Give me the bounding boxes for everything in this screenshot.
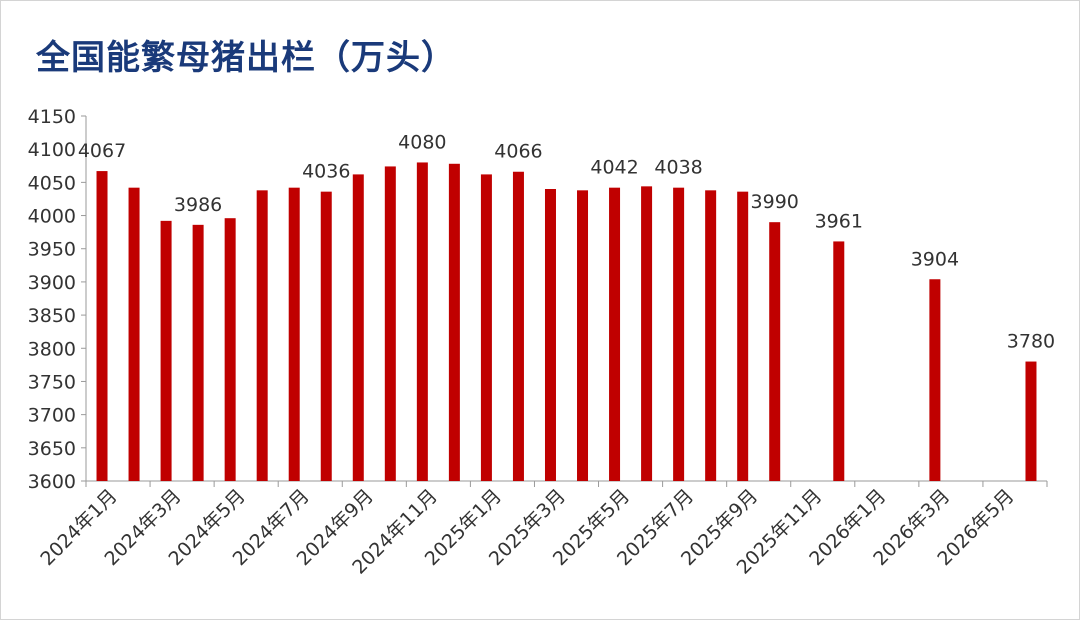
- y-tick-label: 4100: [28, 139, 76, 161]
- data-label: 3986: [174, 194, 222, 216]
- y-tick-label: 3650: [28, 438, 76, 460]
- bar: [833, 241, 845, 481]
- data-label: 4066: [494, 141, 542, 163]
- data-label: 3904: [911, 248, 959, 270]
- bar: [256, 190, 268, 481]
- bar: [384, 166, 396, 481]
- data-label: 4042: [590, 157, 638, 179]
- bar: [128, 187, 140, 481]
- y-tick-label: 3750: [28, 371, 76, 393]
- y-tick-label: 3950: [28, 239, 76, 261]
- bar: [192, 224, 204, 481]
- bar: [673, 187, 685, 481]
- bar: [609, 187, 621, 481]
- chart-title: 全国能繁母猪出栏（万头）: [36, 38, 456, 78]
- data-label: 4080: [398, 131, 446, 153]
- data-label: 4067: [78, 140, 126, 162]
- y-axis: 3600 3650 3700 3750 3800 3850 3900 3950 4000 4050…: [28, 106, 87, 493]
- bar: [705, 190, 717, 481]
- y-tick-label: 4000: [28, 206, 76, 228]
- y-tick-label: 3700: [28, 405, 76, 427]
- bar: [577, 190, 589, 481]
- bar: [512, 171, 524, 481]
- bar: [416, 162, 428, 482]
- bar: [737, 191, 749, 481]
- bar: [448, 163, 460, 482]
- data-label: 3780: [1007, 331, 1055, 353]
- data-label: 3990: [751, 191, 799, 213]
- y-tick-label: 3800: [28, 338, 76, 360]
- y-tick-label: 4050: [28, 172, 76, 194]
- bar: [769, 222, 781, 481]
- y-tick-label: 3850: [28, 305, 76, 327]
- data-labels: 4067 3986 4036 4080 4066 4042 4038 3990 3961 3904…: [78, 131, 1055, 352]
- bar: [96, 171, 108, 481]
- bar: [544, 189, 556, 481]
- data-label: 3961: [815, 210, 863, 232]
- bar: [224, 218, 236, 481]
- data-label: 4036: [302, 161, 350, 183]
- y-tick-label: 3600: [28, 471, 76, 493]
- bar: [160, 220, 172, 481]
- bar: [1025, 361, 1037, 481]
- bar: [641, 186, 653, 481]
- y-tick-label: 3900: [28, 272, 76, 294]
- x-axis: 2024年1月2024年3月2024年5月2024年7月2024年9月2024年…: [36, 480, 1048, 579]
- bar: [288, 187, 300, 481]
- bars: [96, 162, 1037, 482]
- data-label: 4038: [654, 157, 702, 179]
- bar: [929, 279, 941, 481]
- bar: [352, 174, 364, 481]
- bar: [320, 191, 332, 481]
- bar: [480, 174, 492, 481]
- y-tick-label: 4150: [28, 106, 76, 128]
